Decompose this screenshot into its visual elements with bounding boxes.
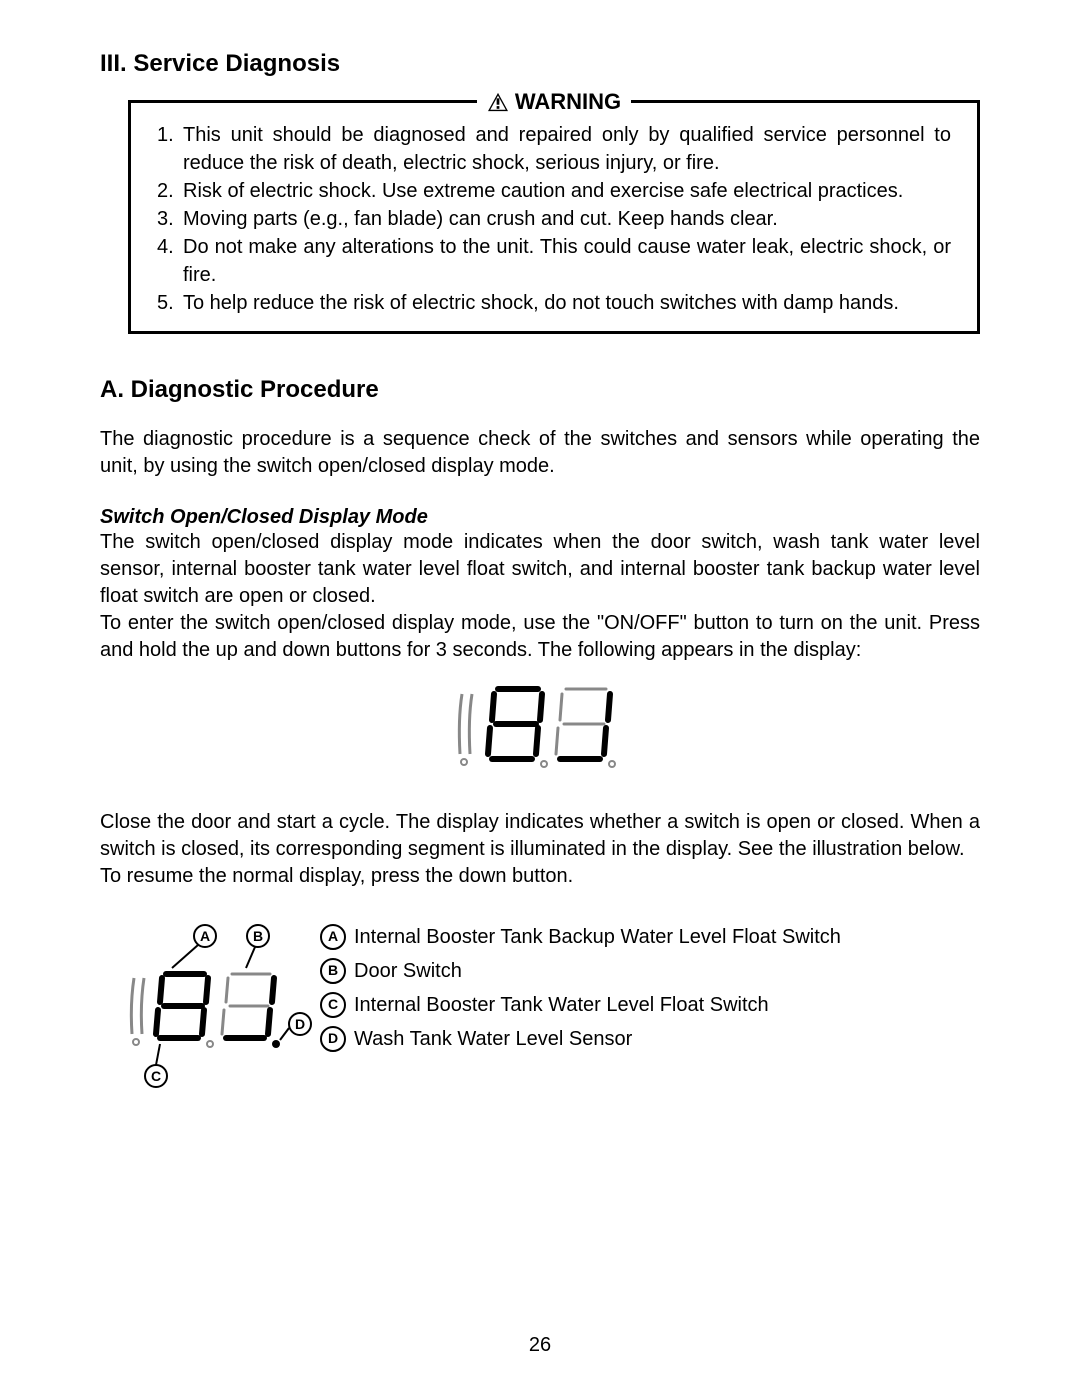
subhead-display-mode: Switch Open/Closed Display Mode bbox=[100, 506, 980, 529]
paragraph: To enter the switch open/closed display … bbox=[100, 610, 980, 664]
legend-list: A Internal Booster Tank Backup Water Lev… bbox=[320, 916, 980, 1056]
legend-text: Door Switch bbox=[354, 954, 462, 988]
legend-item-d: D Wash Tank Water Level Sensor bbox=[320, 1022, 980, 1056]
warning-label: WARNING bbox=[515, 89, 621, 115]
warning-box: WARNING 1.This unit should be diagnosed … bbox=[128, 100, 980, 334]
legend-item-b: B Door Switch bbox=[320, 954, 980, 988]
badge-b-icon: B bbox=[320, 958, 346, 984]
list-item: 5.To help reduce the risk of electric sh… bbox=[157, 289, 951, 317]
display-figure-1 bbox=[100, 674, 980, 779]
seven-segment-icon bbox=[450, 674, 630, 774]
legend-text: Internal Booster Tank Backup Water Level… bbox=[354, 920, 841, 954]
badge-d-icon: D bbox=[320, 1026, 346, 1052]
list-item: 1.This unit should be diagnosed and repa… bbox=[157, 121, 951, 177]
page-title: III. Service Diagnosis bbox=[100, 50, 980, 78]
legend-text: Wash Tank Water Level Sensor bbox=[354, 1022, 632, 1056]
svg-text:B: B bbox=[253, 928, 263, 944]
warning-heading: WARNING bbox=[477, 89, 631, 115]
list-item: 4.Do not make any alterations to the uni… bbox=[157, 233, 951, 289]
badge-c-icon: C bbox=[320, 992, 346, 1018]
warning-list: 1.This unit should be diagnosed and repa… bbox=[157, 121, 951, 317]
svg-text:C: C bbox=[151, 1068, 161, 1084]
svg-text:D: D bbox=[295, 1016, 305, 1032]
intro-paragraph: The diagnostic procedure is a sequence c… bbox=[100, 426, 980, 480]
list-item: 2.Risk of electric shock. Use extreme ca… bbox=[157, 177, 951, 205]
legend-text: Internal Booster Tank Water Level Float … bbox=[354, 988, 769, 1022]
paragraph: Close the door and start a cycle. The di… bbox=[100, 809, 980, 863]
badge-a-icon: A bbox=[320, 924, 346, 950]
warning-triangle-icon bbox=[487, 92, 509, 112]
paragraph: To resume the normal display, press the … bbox=[100, 863, 980, 890]
legend-item-a: A Internal Booster Tank Backup Water Lev… bbox=[320, 920, 980, 954]
list-item: 3.Moving parts (e.g., fan blade) can cru… bbox=[157, 205, 951, 233]
paragraph: The switch open/closed display mode indi… bbox=[100, 529, 980, 610]
section-a-heading: A. Diagnostic Procedure bbox=[100, 376, 980, 404]
legend-item-c: C Internal Booster Tank Water Level Floa… bbox=[320, 988, 980, 1022]
seven-segment-labeled-icon: A B bbox=[100, 916, 320, 1091]
svg-text:A: A bbox=[200, 928, 210, 944]
display-figure-2: A B bbox=[100, 916, 320, 1096]
page-number: 26 bbox=[0, 1334, 1080, 1357]
